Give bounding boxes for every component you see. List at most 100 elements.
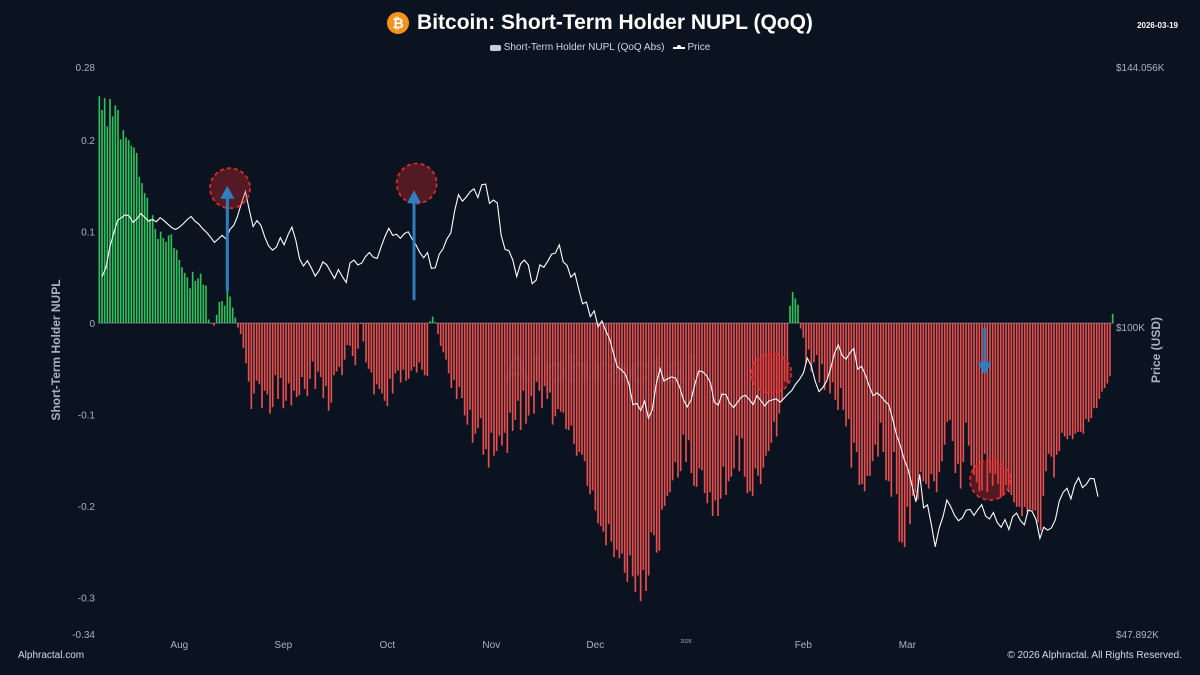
nupl-bar [341,323,343,376]
nupl-bar [957,323,959,464]
nupl-bar [669,323,671,493]
nupl-bar [1015,323,1018,507]
nupl-bar [154,228,157,324]
nupl-bar [554,323,557,417]
nupl-bar [586,323,589,486]
footer-source[interactable]: Alphractal.com [18,650,85,661]
nupl-bar [543,323,546,387]
nupl-bar [191,271,194,324]
nupl-bar [490,323,493,433]
nupl-bar [583,323,586,462]
nupl-bar [495,323,498,452]
nupl-bar [549,323,551,393]
chart-legend: Short-Term Holder NUPL (QoQ Abs) Price [0,42,1200,53]
nupl-bar [882,323,885,453]
nupl-bar [261,323,263,409]
nupl-bar [1066,323,1069,440]
highlight-circle [750,352,793,395]
nupl-bar [277,323,279,399]
nupl-bar [535,323,538,382]
nupl-bar [373,323,375,395]
nupl-bar [567,323,570,431]
nupl-bar [855,323,858,453]
nupl-bar [538,323,541,391]
nupl-bar [167,235,170,324]
nupl-bar [247,323,250,382]
nupl-bar [781,323,783,402]
nupl-bar [621,323,623,554]
nupl-bar [546,323,549,399]
nupl-bar [501,323,503,446]
nupl-bar [181,267,183,324]
nupl-bar [1005,323,1007,485]
nupl-bar [146,197,149,324]
nupl-bar [421,323,423,370]
nupl-bar [178,259,181,324]
nupl-bar [610,323,613,542]
nupl-bar [978,323,981,492]
nupl-bar [1069,323,1071,436]
nupl-bar [826,323,829,379]
nupl-bar [653,323,655,536]
highlight-circle [209,167,251,210]
nupl-bar [330,323,333,403]
nupl-bar [338,323,341,367]
nupl-bar [333,323,335,376]
nupl-bar [287,323,290,384]
nupl-bar [343,323,346,360]
nupl-bar [290,323,293,406]
nupl-bar [434,322,437,324]
nupl-bar [861,323,863,485]
nupl-bar [895,323,898,495]
x-tick-label: Dec [586,640,604,651]
legend-item-price[interactable]: Price [672,42,710,53]
nupl-bar [1013,323,1015,503]
x-tick-label: Nov [482,640,500,651]
nupl-bar [298,323,301,396]
nupl-bar [911,323,914,496]
nupl-bar [719,323,722,499]
legend-item-nupl[interactable]: Short-Term Holder NUPL (QoQ Abs) [489,42,665,53]
nupl-bar [317,323,319,372]
nupl-bar [1085,323,1087,420]
nupl-bar [1018,323,1021,507]
nupl-bar [935,323,938,493]
nupl-bar [775,323,778,437]
nupl-bar [925,323,927,485]
nupl-bar [973,323,975,475]
nupl-bar [503,323,506,433]
nupl-bar [575,323,578,456]
highlight-circle [395,162,438,205]
nupl-bar [285,323,287,401]
nupl-bar [1029,323,1031,510]
nupl-bar [407,323,410,379]
nupl-bar [997,323,999,485]
nupl-bar [714,323,717,501]
nupl-bar [442,323,445,353]
nupl-bar [450,323,453,388]
nupl-bar [941,323,943,462]
nupl-bar [359,323,362,324]
nupl-bar [794,298,797,324]
y-axis-title: Short-Term Holder NUPL [49,279,63,420]
nupl-bar [194,280,197,324]
nupl-bar [594,323,597,511]
nupl-bar [186,277,189,324]
nupl-bar [293,323,295,391]
nupl-bar [629,323,631,556]
nupl-bar [970,323,973,466]
nupl-bar [666,323,669,496]
nupl-bar [370,323,373,373]
nupl-bar [962,323,965,463]
nupl-bar [389,323,391,379]
nupl-bar [727,323,730,482]
nupl-bar [138,176,141,324]
y2-tick-label: $100K [1116,323,1145,334]
nupl-bar [802,323,805,338]
nupl-bar [994,323,997,474]
nupl-bar [741,323,743,439]
nupl-bar [162,238,165,324]
nupl-bar [413,323,415,367]
nupl-bar [922,323,925,482]
nupl-bar [431,316,434,324]
